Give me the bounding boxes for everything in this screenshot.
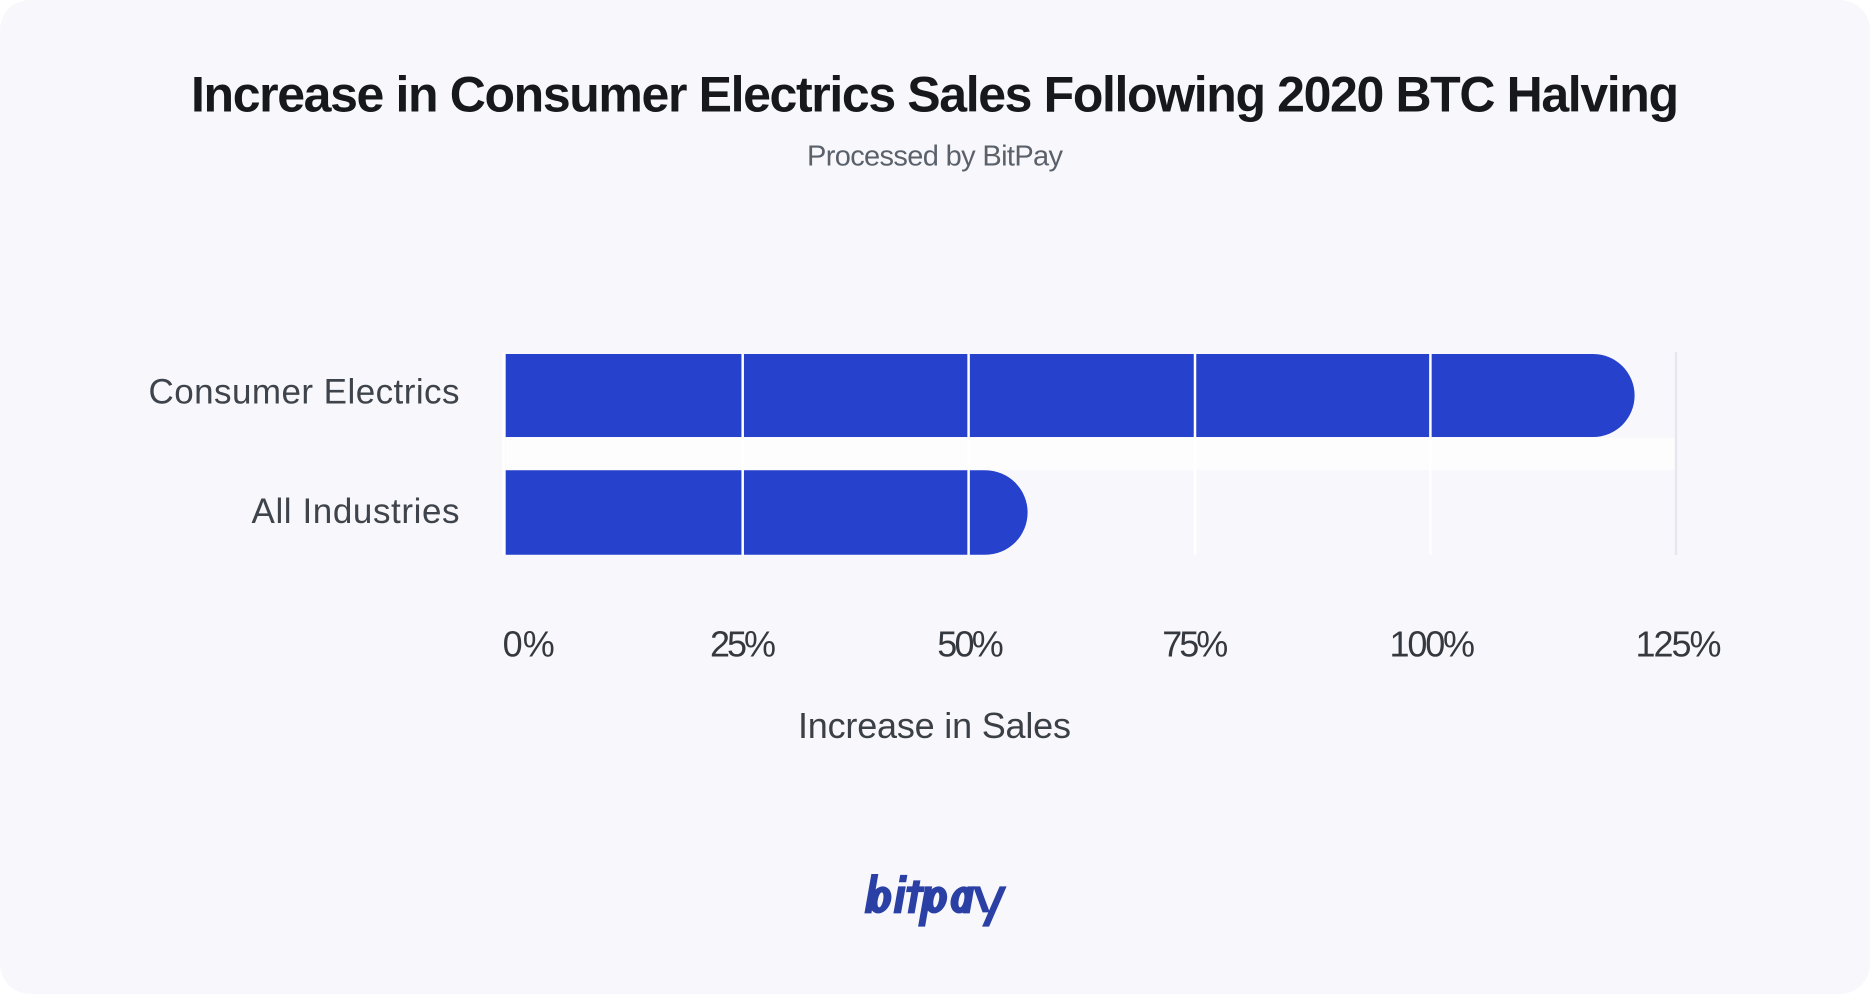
- svg-text:Increase in Sales: Increase in Sales: [798, 705, 1071, 746]
- svg-text:100%: 100%: [1390, 624, 1476, 665]
- svg-text:75%: 75%: [1162, 624, 1228, 665]
- svg-text:125%: 125%: [1636, 624, 1722, 665]
- svg-text:0%: 0%: [503, 624, 555, 665]
- svg-text:Processed by BitPay: Processed by BitPay: [807, 141, 1064, 173]
- svg-text:Increase in Consumer Electrics: Increase in Consumer Electrics Sales Fol…: [191, 67, 1679, 123]
- svg-text:25%: 25%: [710, 624, 776, 665]
- svg-text:Consumer Electrics: Consumer Electrics: [149, 373, 460, 412]
- svg-text:50%: 50%: [937, 624, 1004, 665]
- svg-text:All Industries: All Industries: [252, 492, 460, 531]
